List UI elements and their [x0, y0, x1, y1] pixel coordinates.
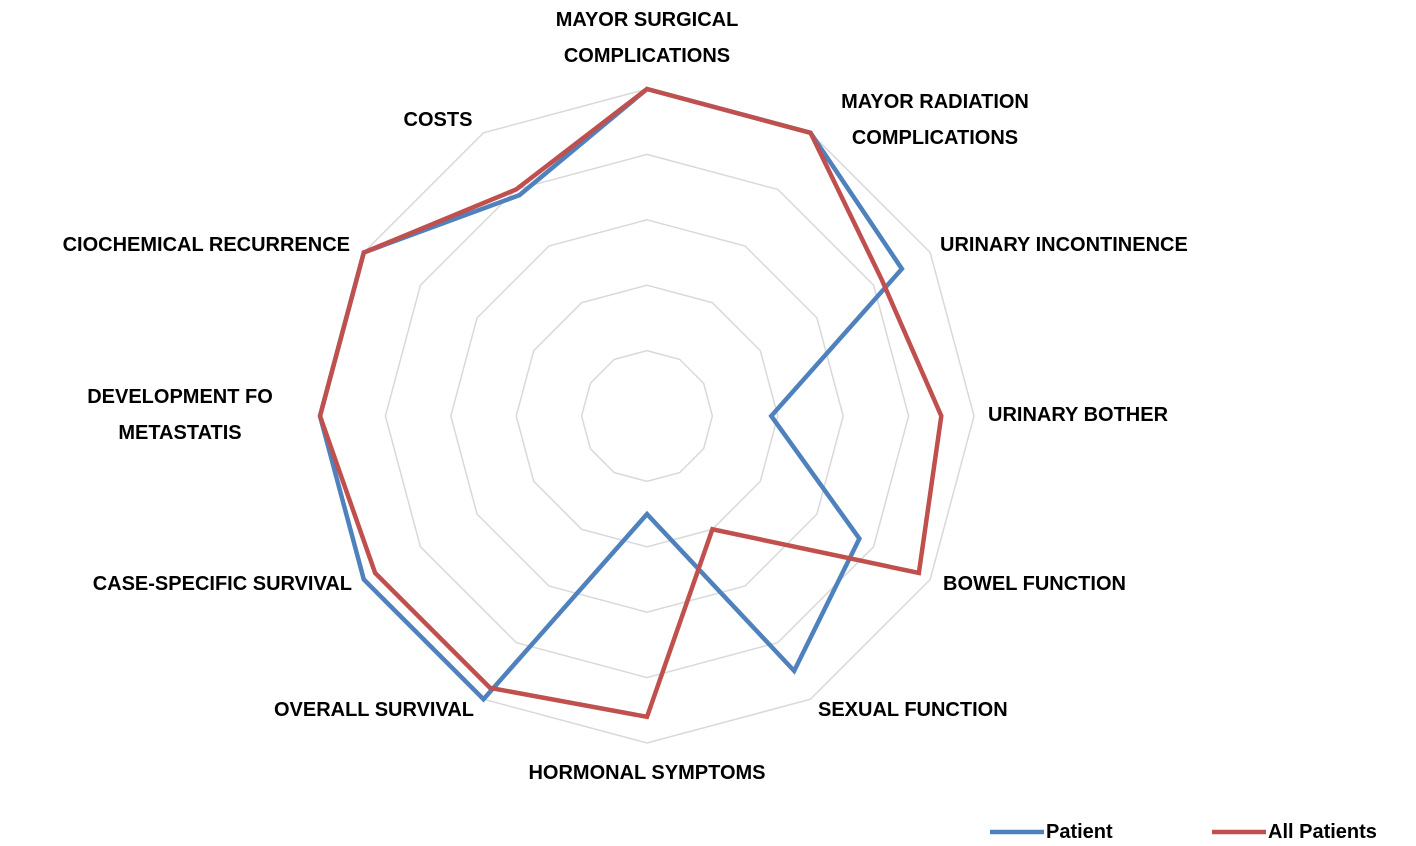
axis-label: URINARY INCONTINENCE — [940, 234, 1188, 256]
axis-label: COSTS — [403, 109, 473, 131]
axis-label: BOWEL FUNCTION — [943, 573, 1126, 595]
axis-label: MAYOR SURGICAL COMPLICATIONS — [555, 9, 739, 67]
grid-ring — [580, 349, 714, 483]
grid-ring — [384, 153, 910, 679]
axis-label: OVERALL SURVIVAL — [273, 699, 474, 721]
axis-label: MAYOR RADIATION COMPLICATIONS — [841, 91, 1029, 149]
grid-ring — [515, 284, 779, 548]
grid-ring — [319, 88, 975, 744]
axis-label: DEVELOPMENT FO METASTATIS — [87, 386, 273, 444]
legend-label: Patient — [1046, 821, 1113, 843]
axis-label: SEXUAL FUNCTION — [818, 699, 1008, 721]
axis-label: HORMONAL SYMPTOMS — [528, 762, 766, 784]
series-line — [317, 86, 944, 720]
axis-label: CIOCHEMICAL RECURRENCE — [62, 234, 350, 256]
axis-label: CASE-SPECIFIC SURVIVAL — [92, 573, 352, 595]
grid-ring — [450, 219, 844, 613]
axis-label: URINARY BOTHER — [988, 404, 1169, 426]
legend-label: All Patients — [1268, 821, 1377, 843]
